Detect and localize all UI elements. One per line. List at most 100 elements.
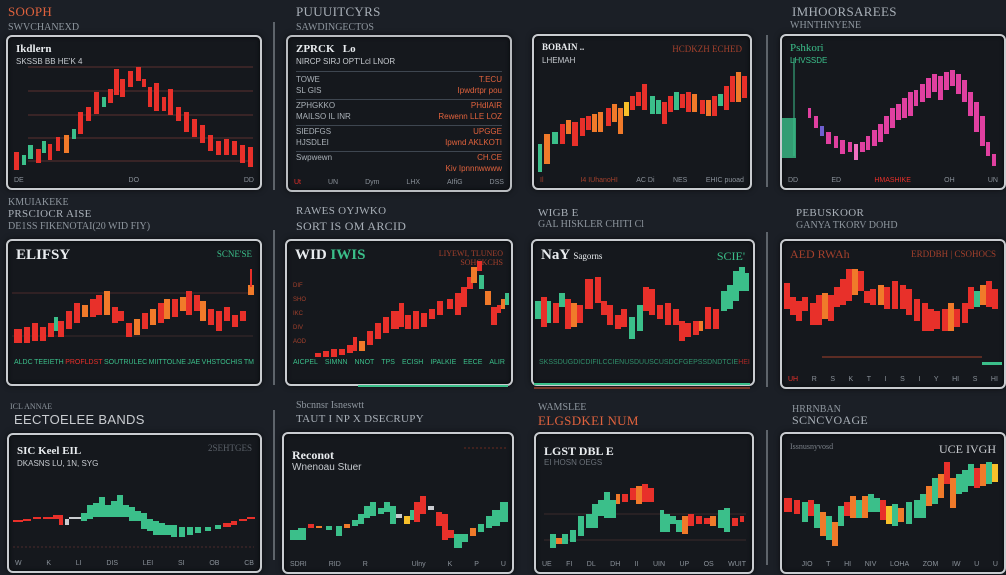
chart-subtitle: Wnenoau Stuer [292,462,362,473]
list-item-sub: HJSDLEI Ipwnd AKLKOTI [296,138,502,147]
chart-panel[interactable]: Reconot Wnenoau Stuer [282,432,514,574]
divider [766,35,768,187]
section-title: WIGB E [538,207,579,219]
section-title: PEBUSKOOR [796,207,865,219]
candlestick-plot [535,267,749,341]
chart-title: Pshkori [790,42,824,54]
x-axis: UH R S K T I S I Y HI S HI [788,376,998,383]
chart-title: Ikdlern [16,43,52,55]
chart-title: LGST DBL E [544,444,614,458]
section-label: Sbcnnsr Isneswtt [296,400,365,411]
x-axis: ALDC TEEIETH PROFLDST SOUTRULEC MIITTOLNE JAE… [14,359,254,366]
chart-title: Reconot [292,448,334,462]
chart-panel[interactable]: LGST DBL E EI HOSN OEGS [534,432,754,574]
scrollbar[interactable] [358,385,508,387]
divider [273,410,275,560]
section-label: HRRNBAN [792,404,841,415]
list-item-sub: MAILSO IL INR Rewenn LLE LOZ [296,112,502,121]
svg-text:DIF: DIF [293,283,303,289]
x-axis: DE DO DD [14,177,254,184]
candlestick-plot [784,269,1002,365]
candlestick-plot: DIF SHO IKC DIV AOD [293,261,509,357]
chart-subtitle: LHVSSDE [790,56,828,65]
candlestick-plot [290,447,508,548]
section-title: PUUUITCYRS [296,4,381,19]
chart-legend: UCE IVGH [939,442,996,456]
chart-title: WID IWIS [295,247,366,263]
chart-title: ELIFSY [16,247,71,263]
candlestick-plot [14,66,253,170]
divider [766,430,768,565]
section-title: EECTOELEE BANDS [14,412,145,427]
scrollbar-track [534,387,750,389]
section-title: TAUT I NP X DSECRUPY [296,413,424,425]
x-axis: Il I4 IUhanoHI AC Di NES EHIC puoad [540,177,744,184]
section-title: SOOPH [8,4,53,19]
x-axis: UE FI DL DH II UIN UP OS WUIT [542,561,746,568]
candlestick-plot [544,484,746,548]
scrollbar[interactable] [534,383,750,385]
panel-title: ZPRCK Lo [296,43,356,55]
chart-panel[interactable]: BOBAIN .. LHEMAH HCDKZH ECHED [532,34,752,190]
list-item[interactable]: SIEDFGS UPGGE [296,127,502,136]
chart-title: SIC Keel EIL [17,445,82,457]
x-axis: Ut UN Dym LHX AIfiG DSS [294,179,504,186]
section-subtitle: SWVCHANEXD [8,22,80,33]
list-item-sub: Kiv Ipnnnwwww [445,164,502,173]
list-item[interactable]: Swpwewn CH.CE [296,153,502,162]
candlestick-plot [782,58,996,166]
section-subtitle: GAL HISKLER CHITI Cl [538,219,645,230]
candlestick-plot [538,72,747,172]
section-label: WAMSLEE [538,402,587,413]
candlestick-plot [12,269,254,343]
chart-legend: HCDKZH ECHED [672,44,742,54]
x-axis: SKSS DUGDIC DIFIL CCIENUS DUUSCU SDCFGE PSSD ND… [539,359,750,366]
section-title: PRSCIOCR AISE [8,208,92,220]
x-axis: W K LI DIS LEI SI OB CB [15,560,254,567]
chart-title: AED RWAh [790,247,850,261]
chart-panel[interactable]: AED RWAh ERDDBH | CSOHOCS [780,239,1006,389]
chart-legend: SCNE'SE [216,249,252,259]
list-item[interactable]: TOWE T.ECU [296,75,502,84]
section-label: KMUIAKEKE [8,197,69,208]
section-subtitle: SAWDINGECTOS [296,22,374,33]
x-axis: AICPEL SIMNN NNOT TPS ECISH IPALKIE EECE ALIR [293,359,505,366]
table-panel[interactable]: ZPRCK Lo NIRCP SIRJ OPT'Lcl LNOR TOWE T.E… [286,35,512,192]
divider [766,232,768,387]
x-axis: JIO T HI NIV LOHA ZOM IW U U [801,561,998,568]
chart-legend: ERDDBH | CSOHOCS [911,249,996,259]
svg-text:AOD: AOD [293,339,307,345]
svg-text:DIV: DIV [293,325,303,331]
section-subtitle: GANYA TKORV DOHD [796,220,898,231]
chart-panel[interactable]: NaY Sagorns SCIE' [531,239,755,386]
section-title: ELGSDKEI NUM [538,413,639,428]
svg-text:IKC: IKC [293,311,304,317]
chart-panel[interactable]: Ikdlern SKSSB BB HE'K 4 [6,35,262,190]
chart-panel[interactable]: WID IWIS LIYEWI, TLUNEO SOHCKCHS DIFSHOI… [285,239,513,386]
section-title: RAWES OYJWKO [296,205,387,217]
section-subtitle: DE1SS FIKENOTAI(20 WID FIY) [8,221,151,232]
chart-panel[interactable]: Pshkori LHVSSDE [780,34,1006,190]
chart-panel[interactable]: Issnusnyvosd UCE IVGH [780,432,1006,574]
chart-title: Issnusnyvosd [790,442,834,451]
list-item-sub: SL GIS Ipwdrtpr pou [296,86,502,95]
list-item[interactable]: ZPHGKKO PHdIAIR [296,101,502,110]
chart-panel[interactable]: SIC Keel EIL DKASNS LU, 1N, SYG 2SEHTGES [7,433,262,573]
divider [273,22,275,190]
chart-legend: 2SEHTGES [207,443,252,453]
chart-legend: SCIE' [716,249,745,263]
chart-title: NaY Sagorns [541,247,603,263]
candlestick-plot [784,462,998,546]
svg-text:SHO: SHO [293,297,306,303]
chart-subtitle: LHEMAH [542,56,576,65]
section-subtitle: SORT IS OM ARCID [296,219,407,233]
section-title: IMHOORSAREES [792,4,897,19]
chart-title: BOBAIN .. [542,42,585,52]
chart-subtitle: EI HOSN OEGS [544,458,603,467]
chart-subtitle: SKSSB BB HE'K 4 [16,57,83,66]
chart-panel[interactable]: ELIFSY SCNE'SE [6,239,262,386]
panel-subtitle: NIRCP SIRJ OPT'Lcl LNOR [296,57,396,66]
section-label: ICL ANNAE [10,402,53,411]
section-subtitle: WHNTHNYENE [790,20,862,31]
chart-subtitle: DKASNS LU, 1N, SYG [17,459,99,468]
